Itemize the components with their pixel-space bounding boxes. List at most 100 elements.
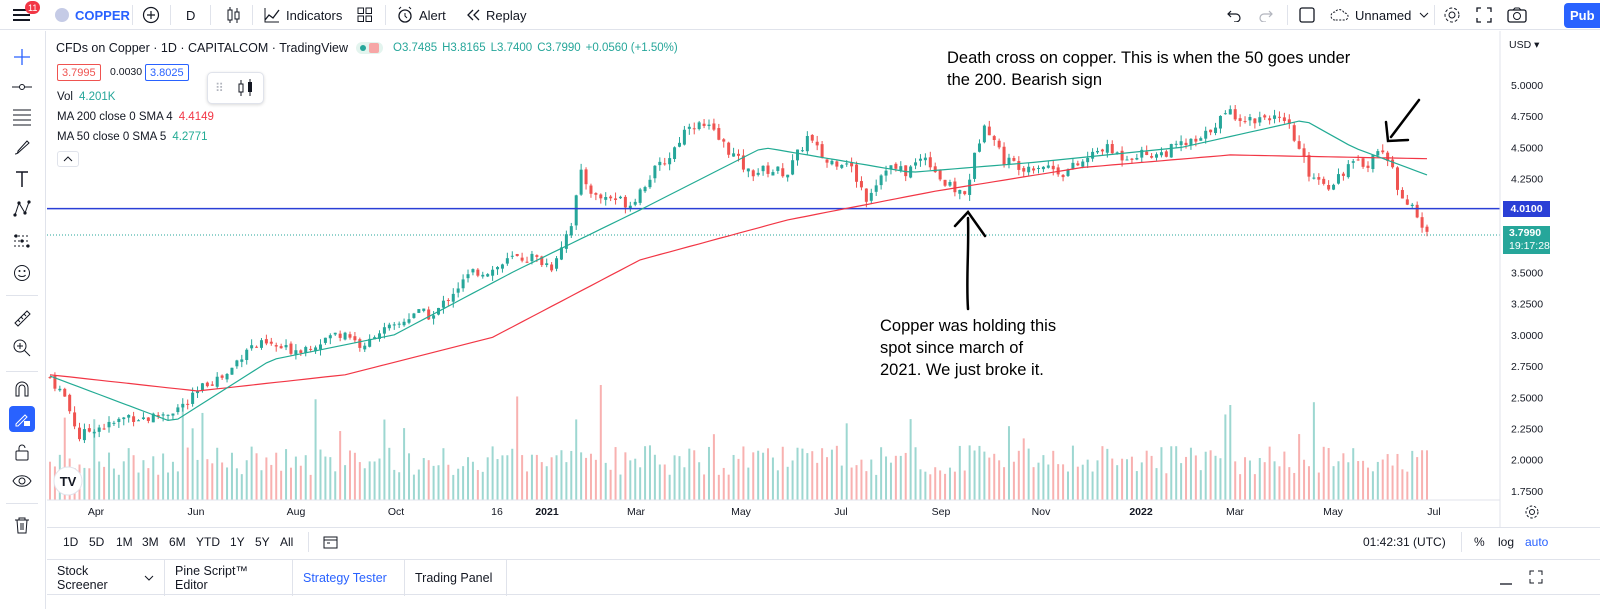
range-5y[interactable]: 5Y bbox=[255, 535, 270, 549]
volume-bar bbox=[467, 457, 470, 500]
camera-icon[interactable] bbox=[1507, 0, 1527, 30]
indicators-button[interactable]: Indicators bbox=[263, 0, 342, 30]
range-6m[interactable]: 6M bbox=[169, 535, 186, 549]
ruler-icon[interactable] bbox=[7, 304, 37, 332]
log-scale-toggle[interactable]: log bbox=[1498, 535, 1515, 549]
ma50-line[interactable] bbox=[49, 120, 1428, 422]
volume-bar bbox=[378, 458, 381, 500]
layout-menu[interactable]: Unnamed bbox=[1330, 0, 1429, 30]
prediction-icon[interactable] bbox=[7, 227, 37, 255]
price-tick-label: 2.7500 bbox=[1511, 361, 1543, 373]
minimize-panel-icon[interactable] bbox=[1499, 574, 1513, 589]
tradingview-logo[interactable]: TV bbox=[53, 466, 83, 496]
range-3m[interactable]: 3M bbox=[142, 535, 159, 549]
templates-icon[interactable] bbox=[357, 0, 373, 30]
drag-handle[interactable]: ⠿ bbox=[207, 72, 264, 104]
zoom-in-icon[interactable] bbox=[7, 334, 37, 362]
trend-line-icon[interactable] bbox=[7, 73, 37, 101]
eye-icon[interactable] bbox=[7, 467, 37, 495]
replay-button[interactable]: Replay bbox=[465, 0, 526, 30]
buy-price-box[interactable]: 3.8025 bbox=[145, 64, 189, 81]
sell-price-box[interactable]: 3.7995 bbox=[57, 64, 101, 81]
pattern-icon[interactable] bbox=[7, 195, 37, 223]
candle-body bbox=[328, 335, 332, 339]
menu-icon[interactable] bbox=[12, 0, 32, 30]
candle-body bbox=[653, 165, 657, 179]
volume-bar bbox=[142, 460, 145, 500]
volume-bar bbox=[978, 445, 981, 500]
fib-retracement-icon[interactable] bbox=[7, 103, 37, 131]
candle-body bbox=[1395, 167, 1399, 190]
tab-pine-editor[interactable]: Pine Script™ Editor bbox=[165, 560, 293, 596]
price-chart[interactable]: 5.0000 4.7500 4.5000 4.2500 3.5000 3.2500 3.00… bbox=[0, 0, 1600, 527]
currency-selector[interactable]: USD ▾ bbox=[1509, 39, 1540, 51]
alert-button[interactable]: Alert bbox=[396, 0, 446, 30]
candle-body bbox=[1174, 143, 1178, 145]
brush-icon[interactable] bbox=[7, 133, 37, 161]
auto-scale-toggle[interactable]: auto bbox=[1525, 535, 1549, 549]
candle-body bbox=[1218, 115, 1222, 129]
candle-body bbox=[48, 377, 52, 379]
volume-bar bbox=[575, 419, 578, 500]
candle-body bbox=[973, 152, 977, 179]
candle-body bbox=[1140, 149, 1144, 158]
undo-icon[interactable] bbox=[1226, 0, 1242, 30]
volume-bar bbox=[1062, 464, 1065, 500]
calendar-goto-icon[interactable] bbox=[323, 528, 339, 556]
candle-body bbox=[309, 348, 313, 350]
fullscreen-icon[interactable] bbox=[1476, 0, 1492, 30]
ma200-line[interactable] bbox=[49, 154, 1428, 392]
trash-icon[interactable] bbox=[7, 511, 37, 539]
crosshair-icon[interactable] bbox=[7, 43, 37, 71]
range-1m[interactable]: 1M bbox=[116, 535, 133, 549]
volume-bar bbox=[289, 467, 292, 500]
tab-stock-screener[interactable]: Stock Screener bbox=[47, 560, 165, 596]
tab-trading-panel[interactable]: Trading Panel bbox=[405, 560, 507, 596]
compare-add-icon[interactable] bbox=[142, 0, 160, 30]
volume-bar bbox=[388, 447, 391, 500]
candle-style-icon[interactable] bbox=[225, 0, 241, 30]
collapse-legend-button[interactable] bbox=[57, 151, 79, 167]
volume-bar bbox=[422, 458, 425, 500]
candle-body bbox=[166, 414, 170, 416]
percent-scale-toggle[interactable]: % bbox=[1474, 535, 1485, 549]
chart-title[interactable]: CFDs on Copper · 1D · CAPITALCOM · Tradi… bbox=[56, 41, 348, 55]
candle-body bbox=[432, 315, 436, 319]
range-5d[interactable]: 5D bbox=[89, 535, 105, 549]
volume-bar bbox=[250, 446, 253, 500]
range-1y[interactable]: 1Y bbox=[230, 535, 245, 549]
range-1d[interactable]: 1D bbox=[63, 535, 79, 549]
lock-drawing-icon[interactable] bbox=[7, 405, 37, 433]
gear-icon[interactable] bbox=[1443, 0, 1461, 30]
price-axis: 5.0000 4.7500 4.5000 4.2500 3.5000 3.2500 3.00… bbox=[1511, 80, 1543, 498]
volume-bar bbox=[594, 459, 597, 500]
symbol-search[interactable]: COPPER bbox=[55, 0, 130, 30]
candle-body bbox=[200, 383, 204, 391]
volume-bar bbox=[1386, 454, 1389, 500]
ma50-legend-label[interactable]: MA 50 close 0 SMA 5 bbox=[57, 131, 167, 143]
redo-icon[interactable] bbox=[1258, 0, 1274, 30]
axis-settings-icon[interactable] bbox=[1524, 504, 1540, 523]
magnet-icon[interactable] bbox=[7, 375, 37, 403]
volume-bar bbox=[221, 462, 224, 500]
volume-bar bbox=[663, 464, 666, 500]
volume-bar bbox=[147, 468, 150, 500]
candle-body bbox=[1415, 204, 1419, 218]
cloud-icon bbox=[1330, 9, 1349, 21]
interval-button[interactable]: D bbox=[186, 7, 196, 23]
range-all[interactable]: All bbox=[280, 535, 294, 549]
smiley-icon[interactable] bbox=[7, 259, 37, 287]
publish-button[interactable]: Pub bbox=[1564, 3, 1600, 28]
range-ytd[interactable]: YTD bbox=[196, 535, 220, 549]
utc-clock[interactable]: 01:42:31 (UTC) bbox=[1363, 535, 1446, 549]
text-tool-icon[interactable] bbox=[7, 165, 37, 193]
fullscreen-chart-icon[interactable] bbox=[1298, 0, 1316, 30]
volume-bar bbox=[245, 460, 248, 500]
volume-bar bbox=[1391, 465, 1394, 500]
candle-body bbox=[727, 142, 731, 155]
maximize-panel-icon[interactable] bbox=[1529, 570, 1543, 587]
lock-icon[interactable] bbox=[7, 438, 37, 466]
tab-strategy-tester[interactable]: Strategy Tester bbox=[293, 560, 405, 596]
candle-body bbox=[830, 160, 834, 165]
ma200-legend-label[interactable]: MA 200 close 0 SMA 4 bbox=[57, 111, 173, 123]
